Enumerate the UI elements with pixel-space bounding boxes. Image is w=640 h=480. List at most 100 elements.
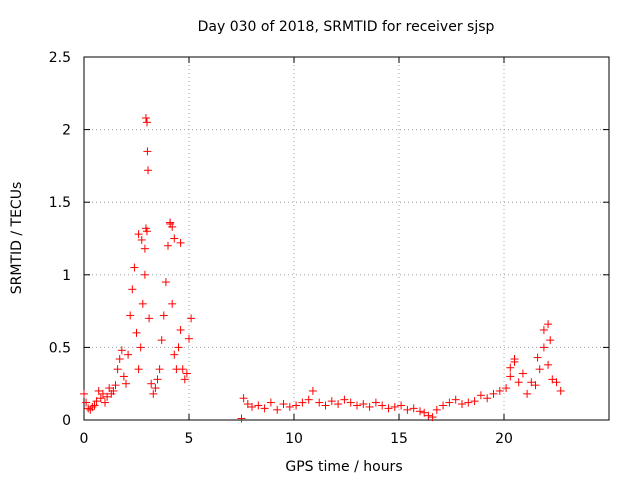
data-point: [140, 244, 149, 253]
data-point: [126, 311, 135, 320]
data-point: [82, 398, 91, 407]
data-point: [88, 402, 97, 411]
data-point: [527, 378, 536, 387]
data-point: [432, 405, 441, 414]
y-tick-label: 0: [62, 413, 71, 429]
tick-layer: 0 5 10 15 20 0 0.5 1 1.5 2 2.5: [49, 50, 609, 447]
data-point: [187, 314, 196, 323]
data-point: [164, 241, 172, 250]
data-point: [273, 405, 282, 414]
data-point: [111, 381, 120, 390]
data-point: [390, 402, 399, 411]
data-point: [166, 218, 175, 227]
data-point: [533, 353, 542, 362]
data-point: [136, 343, 145, 352]
data-point: [147, 379, 156, 388]
data-point: [315, 398, 324, 407]
data-point: [321, 401, 330, 410]
data-point: [506, 363, 515, 372]
data-point: [157, 336, 166, 345]
data-point: [105, 384, 114, 393]
data-point: [340, 395, 349, 404]
y-tick-label: 2.5: [49, 50, 71, 66]
data-point: [353, 401, 361, 410]
data-point: [510, 357, 519, 366]
data-point: [397, 401, 406, 410]
data-point: [182, 369, 191, 378]
x-tick-label: 0: [80, 431, 89, 447]
data-point: [180, 375, 189, 384]
data-point: [403, 405, 412, 414]
y-tick-label: 1.5: [49, 195, 71, 211]
data-point: [439, 401, 448, 410]
data-point: [489, 389, 498, 398]
data-point: [502, 384, 511, 393]
data-point: [174, 343, 183, 352]
data-point: [176, 325, 185, 334]
data-point: [124, 350, 133, 359]
data-point: [416, 407, 424, 416]
y-tick-label: 2: [62, 123, 71, 139]
chart-title: Day 030 of 2018, SRMTID for receiver sjs…: [198, 19, 495, 35]
data-point: [365, 402, 374, 411]
y-tick-label: 0.5: [49, 340, 71, 356]
data-point: [544, 320, 553, 329]
data-point: [308, 386, 317, 395]
data-point: [143, 147, 152, 156]
data-point: [531, 381, 540, 390]
data-point: [122, 379, 130, 388]
data-point: [285, 402, 294, 411]
data-point: [260, 404, 269, 413]
data-point: [170, 234, 179, 243]
data-point: [113, 365, 122, 374]
data-point: [98, 389, 107, 398]
data-point: [409, 404, 418, 413]
data-point: [548, 375, 557, 384]
data-point: [168, 299, 177, 308]
data-point: [279, 400, 288, 409]
data-point: [523, 389, 532, 398]
data-point: [84, 404, 93, 413]
data-point: [185, 334, 193, 343]
data-point: [298, 398, 307, 407]
x-tick-label: 10: [285, 431, 303, 447]
data-point: [170, 350, 179, 359]
data-point: [539, 325, 548, 334]
data-point: [176, 238, 185, 247]
data-point: [514, 378, 523, 387]
x-tick-label: 15: [390, 431, 408, 447]
x-tick-label: 5: [185, 431, 194, 447]
data-point: [470, 397, 479, 406]
data-point: [292, 401, 301, 410]
y-tick-label: 1: [62, 268, 71, 284]
x-axis-label: GPS time / hours: [285, 459, 402, 475]
data-point: [378, 401, 387, 410]
data-point: [80, 389, 88, 398]
data-point: [535, 365, 544, 374]
data-point: [544, 360, 553, 369]
y-axis-label: SRMTID / TECUs: [9, 182, 25, 295]
data-point: [346, 398, 355, 407]
points-layer: [80, 113, 565, 423]
data-point: [168, 222, 177, 231]
data-point: [132, 328, 141, 337]
plot-frame: [83, 56, 610, 421]
data-point: [266, 398, 275, 407]
grid-layer: [84, 57, 609, 420]
data-point: [134, 230, 143, 239]
data-point: [151, 384, 160, 393]
data-point: [304, 395, 313, 404]
data-point: [103, 392, 112, 401]
data-point: [90, 401, 99, 410]
data-point: [137, 235, 146, 244]
data-point: [420, 408, 429, 417]
data-point: [138, 299, 147, 308]
data-point: [384, 404, 393, 413]
data-point: [371, 398, 380, 407]
data-point: [476, 391, 485, 400]
data-point: [445, 398, 454, 407]
data-point: [140, 270, 149, 279]
data-point: [506, 372, 515, 381]
data-point: [243, 400, 252, 409]
